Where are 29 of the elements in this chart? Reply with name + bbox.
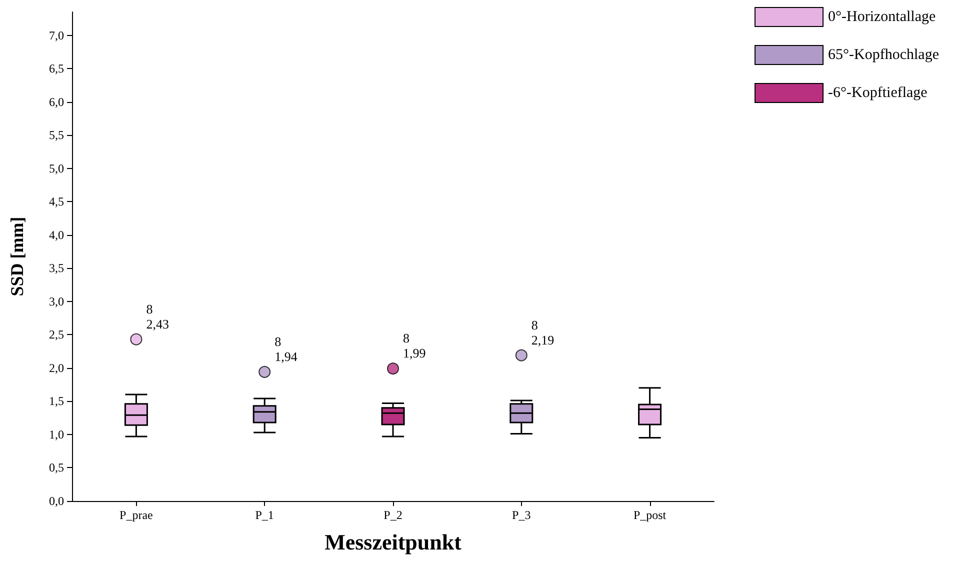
y-tick-label: 5,0 — [49, 161, 64, 176]
y-tick-label: 0,0 — [49, 494, 64, 508]
y-tick-label: 6,5 — [49, 62, 64, 76]
y-axis-title: SSD [mm] — [7, 216, 27, 296]
annotation: 8 1,94 — [274, 334, 298, 364]
x-tick-label: P_prae — [120, 508, 153, 522]
x-tick-label: P_post — [633, 508, 667, 522]
y-tick-label: 1,5 — [49, 394, 64, 408]
x-tick-label: P_1 — [255, 508, 274, 522]
y-tick-label: 4,0 — [49, 228, 64, 242]
legend-label: -6°-Kopftieflage — [828, 85, 928, 101]
x-tick-label: P_3 — [512, 508, 531, 522]
annotation: 8 2,43 — [146, 301, 169, 332]
annotation: 8 1,99 — [403, 330, 426, 361]
y-tick-label: 7,0 — [49, 28, 64, 42]
y-tick-label: 3,0 — [49, 294, 64, 308]
y-tick-label: 2,5 — [49, 328, 64, 342]
y-tick-label: 0,5 — [49, 460, 64, 475]
y-tick-label: 1,0 — [49, 427, 64, 442]
x-tick-label: P_2 — [384, 508, 402, 522]
legend-label: 65°-Kopfhochlage — [828, 47, 940, 63]
legend-label: 0°-Horizontallage — [828, 9, 936, 25]
annotation: 8 2,19 — [531, 317, 554, 348]
x-axis-title: Messzeitpunkt — [324, 530, 462, 554]
y-tick-label: 5,5 — [49, 128, 64, 142]
y-tick-label: 6,0 — [49, 94, 64, 109]
y-tick-label: 2,0 — [49, 360, 64, 375]
y-tick-label: 4,5 — [49, 194, 64, 209]
y-tick-label: 3,5 — [49, 261, 64, 276]
